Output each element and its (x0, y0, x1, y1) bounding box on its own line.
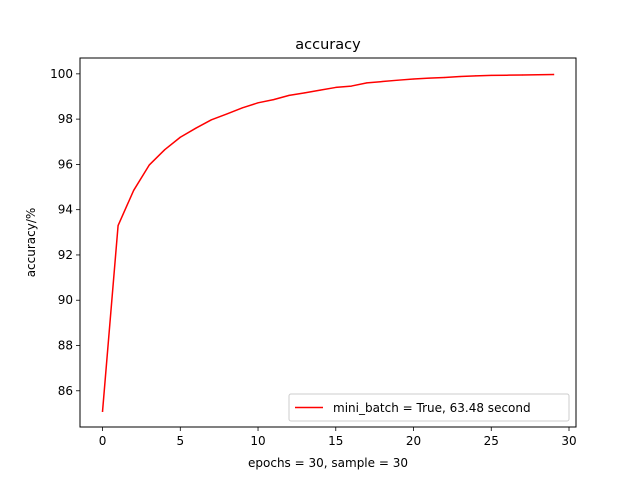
x-tick-label: 25 (484, 434, 499, 448)
y-tick-label: 88 (58, 339, 73, 353)
series-point (195, 127, 197, 129)
x-tick-label: 15 (328, 434, 343, 448)
x-tick-label: 20 (406, 434, 421, 448)
series-point (319, 89, 321, 91)
x-axis-title: epochs = 30, sample = 30 (248, 456, 408, 470)
y-tick-label: 98 (58, 112, 73, 126)
series-point (521, 74, 523, 76)
series-point (444, 76, 446, 79)
legend: mini_batch = True, 63.48 second (288, 393, 570, 422)
x-axis-ticks: 0 5 10 15 20 25 30 (99, 427, 577, 448)
series-point (366, 82, 368, 84)
series-point (164, 149, 166, 151)
y-axis-title: accuracy/% (24, 208, 38, 278)
series-point (288, 94, 290, 96)
series-point (506, 74, 508, 76)
plot-area (79, 57, 577, 428)
series-point (552, 73, 555, 76)
series-point (257, 102, 259, 104)
series-point (179, 136, 181, 138)
y-tick-label: 86 (58, 384, 73, 398)
y-tick-label: 94 (58, 203, 73, 217)
y-tick-label: 92 (58, 248, 73, 262)
series-point (272, 99, 275, 101)
series-point (117, 224, 119, 227)
legend-box (288, 393, 570, 422)
series-point (133, 189, 135, 192)
series-point (397, 79, 399, 81)
series-point (412, 78, 415, 80)
y-tick-label: 100 (50, 67, 73, 81)
x-tick-label: 30 (561, 434, 576, 448)
legend-label: mini_batch = True, 63.48 second (333, 401, 531, 415)
series-point (101, 410, 104, 412)
x-tick-label: 5 (176, 434, 184, 448)
series-layer (101, 73, 555, 412)
series-point (241, 107, 244, 109)
series-point (304, 92, 306, 94)
series-point (210, 119, 212, 121)
y-axis-ticks: 86 88 90 92 94 96 98 100 (50, 67, 80, 398)
series-point (490, 74, 492, 77)
chart-title: accuracy (295, 37, 361, 53)
series-point (475, 75, 477, 77)
series-point (148, 164, 150, 166)
y-tick-label: 96 (58, 157, 73, 171)
y-tick-label: 90 (58, 293, 73, 307)
series-point (428, 77, 430, 79)
series-point (335, 86, 337, 89)
series-point (226, 113, 228, 115)
series-point (381, 80, 384, 83)
series-line-0 (101, 73, 555, 412)
x-tick-label: 10 (250, 434, 265, 448)
x-tick-label: 0 (99, 434, 107, 448)
series-point (537, 74, 539, 76)
series-point (459, 75, 461, 78)
series-point (350, 85, 352, 87)
